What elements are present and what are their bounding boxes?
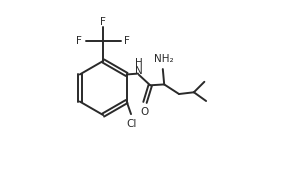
Text: F: F — [100, 17, 106, 27]
Text: Cl: Cl — [126, 119, 137, 129]
Text: N: N — [135, 66, 143, 76]
Text: H: H — [135, 58, 143, 68]
Text: NH₂: NH₂ — [154, 54, 173, 64]
Text: F: F — [77, 36, 82, 46]
Text: O: O — [140, 107, 149, 117]
Text: F: F — [124, 36, 130, 46]
